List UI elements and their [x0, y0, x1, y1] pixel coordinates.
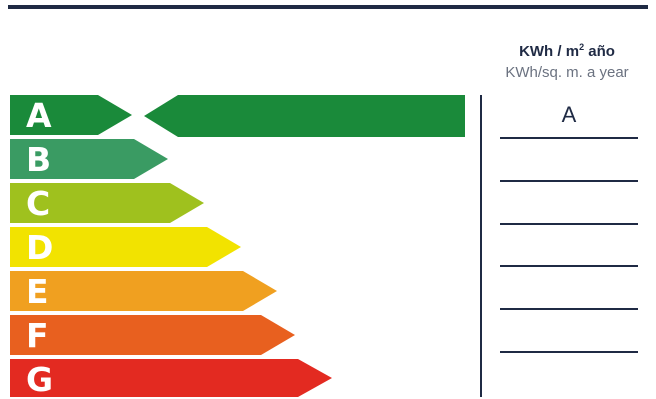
energy-bar-a-letter: A [26, 96, 52, 135]
energy-bar-e: E [10, 271, 277, 311]
rating-pointer-arrow [144, 95, 465, 137]
unit-label-english: KWh/sq. m. a year [505, 64, 629, 81]
value-line-5 [500, 308, 638, 310]
energy-bar-f-letter: F [26, 316, 49, 355]
energy-bar-a-shape [10, 95, 132, 135]
value-line-3 [500, 223, 638, 225]
energy-bar-d: D [10, 227, 241, 267]
unit-header: KWh / m2 año KWh/sq. m. a year [478, 38, 656, 82]
energy-bar-e-shape [10, 271, 277, 311]
column-divider [480, 95, 482, 397]
value-line-2 [500, 180, 638, 182]
energy-bar-a: A [10, 95, 132, 135]
energy-bar-b-letter: B [26, 140, 52, 179]
energy-bar-g-letter: G [26, 360, 54, 399]
energy-bar-g: G [10, 359, 332, 399]
energy-bar-g-shape [10, 359, 332, 397]
energy-bar-d-letter: D [26, 228, 54, 267]
energy-bar-c-shape [10, 183, 204, 223]
value-line-6 [500, 351, 638, 353]
energy-bar-c-letter: C [26, 184, 51, 223]
energy-bar-d-shape [10, 227, 241, 267]
energy-bar-e-letter: E [26, 272, 49, 311]
energy-bar-c: C [10, 183, 204, 223]
top-rule [8, 5, 648, 9]
energy-bar-f-shape [10, 315, 295, 355]
value-line-4 [500, 265, 638, 267]
energy-bar-b: B [10, 139, 168, 179]
rating-class-value: A [561, 102, 577, 127]
energy-bar-f: F [10, 315, 295, 355]
value-line-1 [500, 137, 638, 139]
energy-bar-b-shape [10, 139, 168, 179]
unit-label-spanish: KWh / m2 año [519, 42, 615, 60]
